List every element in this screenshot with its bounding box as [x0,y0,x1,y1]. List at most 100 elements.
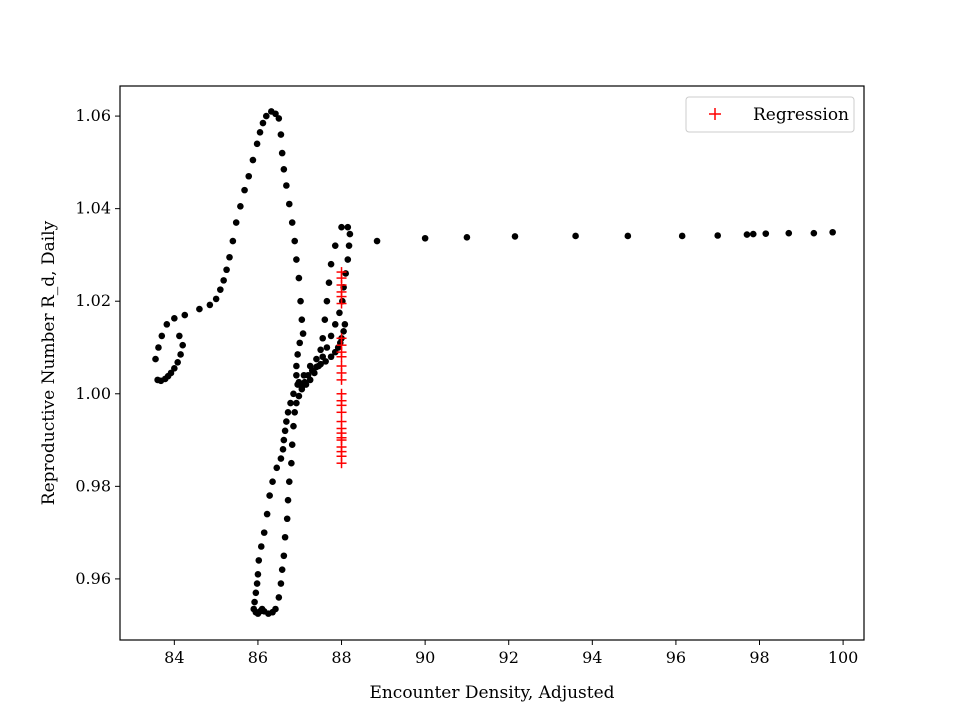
scatter-point [275,594,283,601]
scatter-point [624,232,632,240]
scatter-point [346,230,354,238]
scatter-point [313,355,320,363]
scatter-point [342,270,350,277]
scatter-point [317,360,324,368]
scatter-point [325,279,333,287]
scatter-point [290,422,297,430]
scatter-point [293,399,300,407]
scatter-point [829,228,836,236]
scatter-point [714,232,722,239]
regression-point [336,298,347,309]
scatter-point [281,427,289,435]
scatter-point [277,455,285,462]
scatter-point [260,529,268,536]
x-axis-label: Encounter Density, Adjusted [369,683,614,703]
scatter-point [212,295,220,303]
legend-box [685,96,855,133]
y-tick-label: 0.96 [75,569,111,588]
legend-marker-regression [709,108,721,120]
scatter-point [323,297,331,305]
scatter-point [293,362,300,370]
scatter-point [762,230,770,237]
scatter-point [252,589,260,597]
y-axis-label: Reproductive Number R_d, Daily [39,220,59,505]
y-tick-label: 1.04 [75,199,111,218]
scatter-point [255,557,263,564]
scatter-point [259,119,267,127]
scatter-point [272,605,279,613]
scatter-point [174,359,181,366]
scatter-point [232,219,240,226]
scatter-point [266,492,273,499]
scatter-point [321,316,329,324]
scatter-point [285,200,293,208]
scatter-point [331,242,339,249]
scatter-point [272,110,279,118]
scatter-point [237,203,244,210]
scatter-point [283,182,290,189]
scatter-point [298,385,306,393]
regression-point [336,432,347,443]
regression-point [336,351,347,362]
scatter-point [229,237,237,245]
scatter-point [327,260,335,268]
scatter-point [295,392,303,400]
scatter-point [287,399,294,407]
scatter-point [171,315,178,322]
scatter-point [294,381,301,388]
scatter-point [262,112,270,120]
scatter-point [284,496,292,504]
scatter-point [245,172,253,180]
x-tick-label: 98 [749,648,769,667]
scatter-point [241,186,248,194]
scatter-point [158,332,166,340]
scatter-point [291,408,299,416]
scatter-point [317,346,324,354]
scatter-point [301,378,309,386]
scatter-point [223,266,230,274]
scatter-point [171,365,178,372]
scatter-point [254,570,262,578]
scatter-point [181,311,189,319]
scatter-point [295,274,303,282]
scatter-point [288,441,296,448]
scatter-point [280,166,288,173]
scatter-point [275,115,283,122]
scatter-point [373,237,381,245]
scatter-point [273,464,281,472]
scatter-point [299,330,307,337]
scatter-point [269,478,276,486]
scatter-point [179,341,186,349]
scatter-point [249,156,257,164]
legend-label-regression: Regression [753,105,849,125]
scatter-point [251,598,258,606]
scatter-point [298,316,306,324]
scatter-point [322,358,329,365]
x-tick-label: 100 [828,648,859,667]
scatter-point [163,321,171,328]
scatter-point [217,286,224,293]
regression-point [336,374,347,385]
scatter-point [283,515,291,523]
scatter-point [278,149,286,157]
scatter-point [572,232,579,240]
scatter-point [284,408,292,416]
scatter-point [256,128,264,136]
x-tick-label: 94 [582,648,602,667]
scatter-point [263,510,271,518]
y-axis-ticks: 0.96 0.98 1.00 1.02 1.04 1.06 [75,106,120,588]
scatter-point [278,566,286,573]
scatter-point [277,580,285,587]
scatter-point [810,229,818,237]
scatter-point [743,231,751,238]
scatter-point [277,131,285,138]
x-tick-label: 88 [331,648,351,667]
scatter-point [327,353,335,361]
x-tick-label: 92 [499,648,519,667]
regression-point [336,458,347,469]
scatter-point [344,223,352,231]
scatter-point [338,223,345,231]
scatter-point [288,219,296,226]
x-axis-ticks: 84 86 88 90 92 94 96 98 100 [164,640,858,667]
